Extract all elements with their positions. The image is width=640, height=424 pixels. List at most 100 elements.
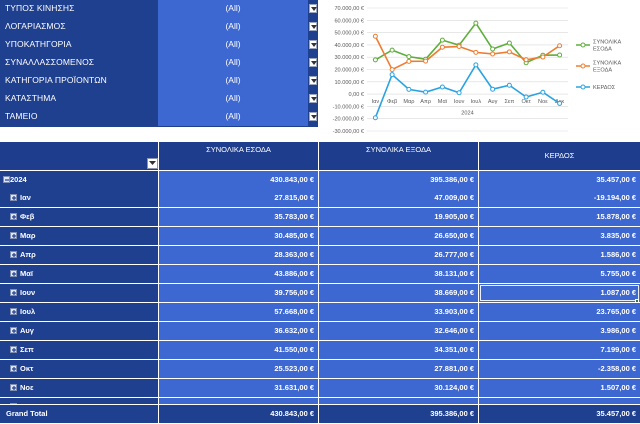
value-cell[interactable]: 25.523,00 € [159, 360, 318, 378]
row-filter-dropdown-icon[interactable] [147, 158, 158, 169]
expand-plus-icon[interactable] [10, 327, 17, 334]
value-cell[interactable]: 39.756,00 € [159, 284, 318, 302]
value-cell[interactable]: 26.777,00 € [319, 246, 478, 264]
value-cell[interactable]: 3.835,00 € [479, 227, 640, 245]
value-cell[interactable]: 26.650,00 € [319, 227, 478, 245]
collapse-minus-icon[interactable] [3, 176, 10, 183]
row-label-cell[interactable]: Νοε [0, 379, 158, 397]
expand-plus-icon[interactable] [10, 213, 17, 220]
value-cell[interactable]: 32.646,00 € [319, 322, 478, 340]
row-label-cell[interactable]: Φεβ [0, 208, 158, 226]
value-cell[interactable]: -19.194,00 € [479, 189, 640, 207]
value-cell[interactable]: 27.815,00 € [159, 189, 318, 207]
filter-dropdown-arrow-icon[interactable] [309, 4, 317, 13]
data-point [456, 90, 462, 96]
filter-value-field[interactable]: (All) [158, 0, 308, 18]
row-label-cell[interactable]: Grand Total [0, 405, 158, 423]
filter-value-field[interactable]: (All) [158, 36, 308, 54]
column-header-profit[interactable]: ΚΕΡΔΟΣ [479, 142, 640, 170]
value-cell[interactable]: 30.485,00 € [159, 227, 318, 245]
row-label-cell[interactable]: 2024 [0, 171, 158, 189]
value-cell[interactable]: 19.905,00 € [319, 208, 478, 226]
value-cell[interactable]: 1.586,00 € [479, 246, 640, 264]
cell-value: 23.765,00 € [596, 307, 636, 316]
expand-plus-icon[interactable] [10, 346, 17, 353]
filter-dropdown-arrow-icon[interactable] [309, 76, 317, 85]
selection-fill-handle[interactable] [635, 299, 639, 303]
value-cell[interactable]: 33.903,00 € [319, 303, 478, 321]
line-chart[interactable]: 70.000,00 € 60.000,00 € 50.000,00 € 40.000,… [318, 0, 640, 140]
expand-plus-icon[interactable] [10, 270, 17, 277]
value-cell[interactable]: 1.087,00 € [479, 284, 640, 302]
expand-plus-icon[interactable] [10, 251, 17, 258]
cell-value: 430.843,00 € [270, 175, 314, 184]
value-cell[interactable]: 35.457,00 € [479, 405, 640, 423]
value-cell[interactable]: -2.358,00 € [479, 360, 640, 378]
filter-dropdown-arrow-icon[interactable] [309, 112, 317, 121]
value-cell[interactable]: 47.009,00 € [319, 189, 478, 207]
value-cell[interactable]: 36.632,00 € [159, 322, 318, 340]
filter-dropdown-arrow-icon[interactable] [309, 94, 317, 103]
value-cell[interactable]: 430.843,00 € [159, 405, 318, 423]
value-cell[interactable]: 30.124,00 € [319, 379, 478, 397]
value-cell[interactable]: 23.765,00 € [479, 303, 640, 321]
row-label-cell[interactable]: Μαρ [0, 227, 158, 245]
x-tick-label: Ιουλ [471, 99, 482, 105]
value-cell[interactable]: 57.668,00 € [159, 303, 318, 321]
filter-value-field[interactable]: (All) [158, 108, 308, 126]
column-header-expenses[interactable]: ΣΥΝΟΛΙΚΑ ΕΞΟΔΑ [319, 142, 478, 170]
value-cell[interactable]: 5.755,00 € [479, 265, 640, 283]
value-cell[interactable]: 38.669,00 € [319, 284, 478, 302]
expand-plus-icon[interactable] [10, 365, 17, 372]
column-header-income[interactable]: ΣΥΝΟΛΙΚΑ ΕΣΟΔΑ [159, 142, 318, 170]
expand-plus-icon[interactable] [10, 194, 17, 201]
month-row: Ιαν 27.815,00 € 47.009,00 € -19.194,00 € [0, 189, 640, 207]
filter-dropdown-arrow-icon[interactable] [309, 40, 317, 49]
row-label-cell[interactable]: Ιουλ [0, 303, 158, 321]
filter-dropdown-arrow-icon[interactable] [309, 58, 317, 67]
y-tick-label: 0,00 € [348, 92, 364, 98]
value-cell[interactable]: 3.986,00 € [479, 322, 640, 340]
value-cell[interactable]: 27.881,00 € [319, 360, 478, 378]
filter-value-field[interactable]: (All) [158, 72, 308, 90]
grand-total-divider [0, 404, 640, 405]
row-label-cell[interactable]: Ιουν [0, 284, 158, 302]
month-row: Μαρ 30.485,00 € 26.650,00 € 3.835,00 € [0, 227, 640, 245]
expand-plus-icon[interactable] [10, 384, 17, 391]
expand-plus-icon[interactable] [10, 308, 17, 315]
expand-plus-icon[interactable] [10, 289, 17, 296]
row-label-cell[interactable]: Μαϊ [0, 265, 158, 283]
value-cell[interactable]: 15.878,00 € [479, 208, 640, 226]
filter-value-field[interactable]: (All) [158, 90, 308, 108]
value-cell[interactable]: 7.199,00 € [479, 341, 640, 359]
row-label-cell[interactable]: Οκτ [0, 360, 158, 378]
value-cell[interactable]: 395.386,00 € [319, 405, 478, 423]
y-tick-label: 70.000,00 € [334, 6, 364, 12]
value-cell[interactable]: 34.351,00 € [319, 341, 478, 359]
filter-value-field[interactable]: (All) [158, 54, 308, 72]
row-label: Ιουν [20, 288, 36, 297]
month-row: Ιουν 39.756,00 € 38.669,00 € 1.087,00 € [0, 284, 640, 303]
value-cell[interactable]: 28.363,00 € [159, 246, 318, 264]
cell-value: 430.843,00 € [270, 409, 314, 418]
value-cell[interactable]: 38.131,00 € [319, 265, 478, 283]
row-label-cell[interactable]: Σεπ [0, 341, 158, 359]
value-cell[interactable]: 41.550,00 € [159, 341, 318, 359]
row-label-cell[interactable]: Ιαν [0, 189, 158, 207]
value-cell[interactable]: 35.457,00 € [479, 171, 640, 189]
filter-label: ΣΥΝΑΛΛΑΣΣΟΜΕΝΟΣ [5, 57, 95, 67]
month-row: Οκτ 25.523,00 € 27.881,00 € -2.358,00 € [0, 360, 640, 378]
filter-dropdown-arrow-icon[interactable] [309, 22, 317, 31]
row-label-cell[interactable]: Αυγ [0, 322, 158, 340]
value-cell[interactable]: 35.783,00 € [159, 208, 318, 226]
value-cell[interactable]: 430.843,00 € [159, 171, 318, 189]
expand-plus-icon[interactable] [10, 232, 17, 239]
value-cell[interactable]: 1.507,00 € [479, 379, 640, 397]
filter-value-field[interactable]: (All) [158, 18, 308, 36]
value-cell[interactable]: 395.386,00 € [319, 171, 478, 189]
value-cell[interactable]: 43.886,00 € [159, 265, 318, 283]
value-cell[interactable]: 31.631,00 € [159, 379, 318, 397]
data-point [506, 82, 512, 88]
cell-value: 25.523,00 € [274, 364, 314, 373]
row-label-cell[interactable]: Απρ [0, 246, 158, 264]
